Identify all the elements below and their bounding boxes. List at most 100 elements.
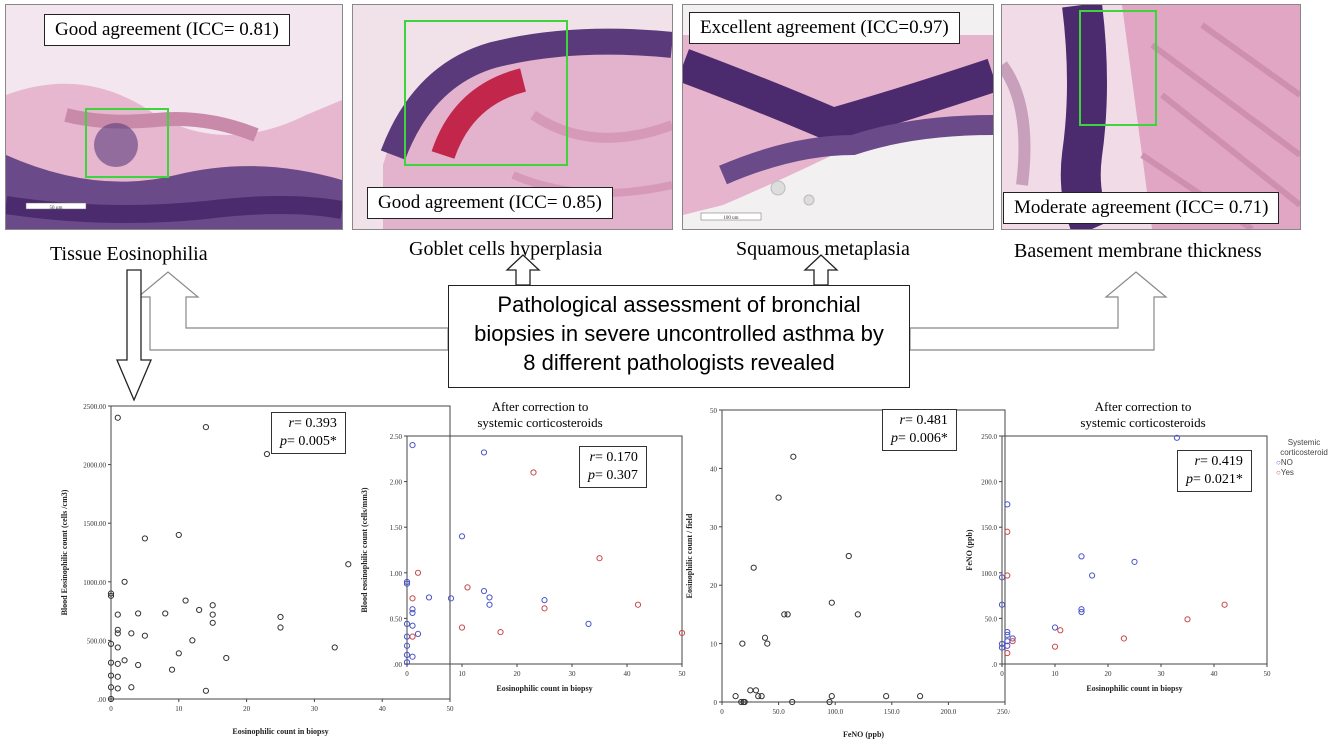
data-point — [998, 601, 1006, 608]
data-point — [263, 450, 271, 458]
data-point — [480, 587, 488, 595]
data-point — [414, 630, 422, 638]
data-point — [425, 594, 433, 601]
x-tick-label: 50 — [679, 670, 687, 678]
data-point — [883, 693, 890, 700]
data-point — [596, 555, 603, 562]
y-tick-label: 2.50 — [390, 434, 403, 441]
data-point — [403, 659, 411, 666]
x-tick-label: 40 — [1211, 670, 1219, 678]
data-point — [458, 533, 466, 540]
y-tick-label: 500.00 — [87, 637, 107, 645]
data-point — [128, 684, 135, 691]
data-point — [541, 605, 548, 612]
stats-box-3: r= 0.481 p= 0.006* — [882, 409, 957, 451]
y-tick-label: 150.0 — [981, 524, 997, 532]
data-point — [458, 624, 466, 631]
data-point — [403, 651, 411, 658]
stats-box-2: r= 0.170 p= 0.307 — [579, 446, 647, 488]
y-axis-label: Eosinophilic count / field — [685, 513, 694, 598]
data-point — [331, 644, 338, 651]
data-point — [175, 531, 182, 539]
data-point — [114, 630, 121, 637]
y-tick-label: 40 — [710, 465, 718, 473]
data-point — [1009, 638, 1016, 645]
x-tick-label: 30 — [311, 705, 319, 713]
icc-label-2: Good agreement (ICC= 0.85) — [367, 187, 613, 219]
data-point — [1004, 528, 1011, 535]
data-point — [345, 561, 352, 568]
data-point — [114, 673, 121, 680]
data-point — [128, 630, 135, 637]
data-point — [1057, 627, 1064, 634]
data-point — [1004, 501, 1011, 508]
data-point — [1221, 601, 1228, 608]
data-point — [755, 693, 762, 700]
x-tick-label: 150.0 — [884, 708, 900, 716]
caption-tissue-eosinophilia: Tissue Eosinophilia — [50, 243, 208, 265]
data-point — [409, 633, 416, 640]
x-tick-label: 10 — [1052, 670, 1060, 678]
x-tick-label: 0 — [720, 708, 724, 716]
data-point — [738, 698, 745, 706]
x-tick-label: 30 — [1158, 670, 1166, 678]
data-point — [162, 610, 169, 617]
data-point — [764, 640, 771, 647]
y-tick-label: 2000.00 — [83, 462, 106, 470]
data-point — [409, 653, 416, 660]
data-point — [409, 606, 416, 613]
data-point — [202, 423, 210, 431]
data-point — [781, 611, 788, 618]
data-point — [1009, 635, 1016, 642]
y-tick-label: 2500.00 — [83, 404, 106, 411]
data-point — [1004, 642, 1011, 649]
data-point — [1120, 635, 1127, 642]
y-tick-label: 1.00 — [390, 570, 403, 578]
data-point — [182, 597, 189, 604]
data-point — [107, 590, 115, 597]
y-tick-label: 2.00 — [390, 479, 403, 487]
data-point — [1004, 631, 1011, 638]
data-point — [678, 629, 686, 637]
data-point — [114, 660, 121, 667]
x-tick-label: 250.0 — [997, 708, 1010, 716]
histology-panel-4 — [1001, 4, 1301, 230]
data-point — [209, 611, 216, 618]
x-tick-label: 20 — [243, 705, 251, 713]
green-frame — [1079, 10, 1157, 126]
y-tick-label: .0 — [992, 661, 998, 669]
legend-item-yes: ○Yes — [1276, 468, 1294, 477]
data-point — [758, 693, 765, 700]
icc-label-4: Moderate agreement (ICC= 0.71) — [1003, 192, 1280, 224]
data-point — [168, 666, 176, 673]
y-tick-label: 250.0 — [981, 434, 997, 441]
x-tick-label: 30 — [569, 670, 577, 678]
data-point — [1078, 608, 1085, 616]
x-tick-label: 40 — [379, 705, 387, 713]
x-tick-label: 50 — [447, 705, 455, 713]
x-axis-label: Eosinophilic count in biopsy — [1086, 684, 1182, 693]
data-point — [1078, 553, 1085, 560]
data-point — [530, 469, 537, 476]
data-point — [486, 601, 493, 608]
plot4-legend: Systemic corticosteroid ○NO ○Yes — [1276, 438, 1332, 478]
data-point — [741, 698, 748, 706]
y-tick-label: 1.50 — [390, 524, 403, 532]
data-point — [828, 599, 835, 606]
data-point — [998, 640, 1006, 648]
data-point — [114, 626, 121, 633]
plot-frame — [406, 435, 683, 665]
data-point — [1184, 616, 1191, 623]
x-tick-label: 0 — [405, 670, 409, 678]
data-point — [486, 594, 493, 601]
data-point — [998, 574, 1006, 581]
x-tick-label: 50.0 — [772, 708, 785, 716]
data-point — [541, 597, 548, 604]
data-point — [775, 494, 782, 501]
icc-label-3: Excellent agreement (ICC=0.97) — [689, 12, 960, 44]
y-tick-label: 0 — [714, 699, 718, 707]
x-tick-label: 0 — [1000, 670, 1004, 678]
caption-goblet-cells: Goblet cells hyperplasia — [409, 238, 603, 260]
data-point — [196, 606, 203, 614]
data-point — [732, 693, 739, 700]
